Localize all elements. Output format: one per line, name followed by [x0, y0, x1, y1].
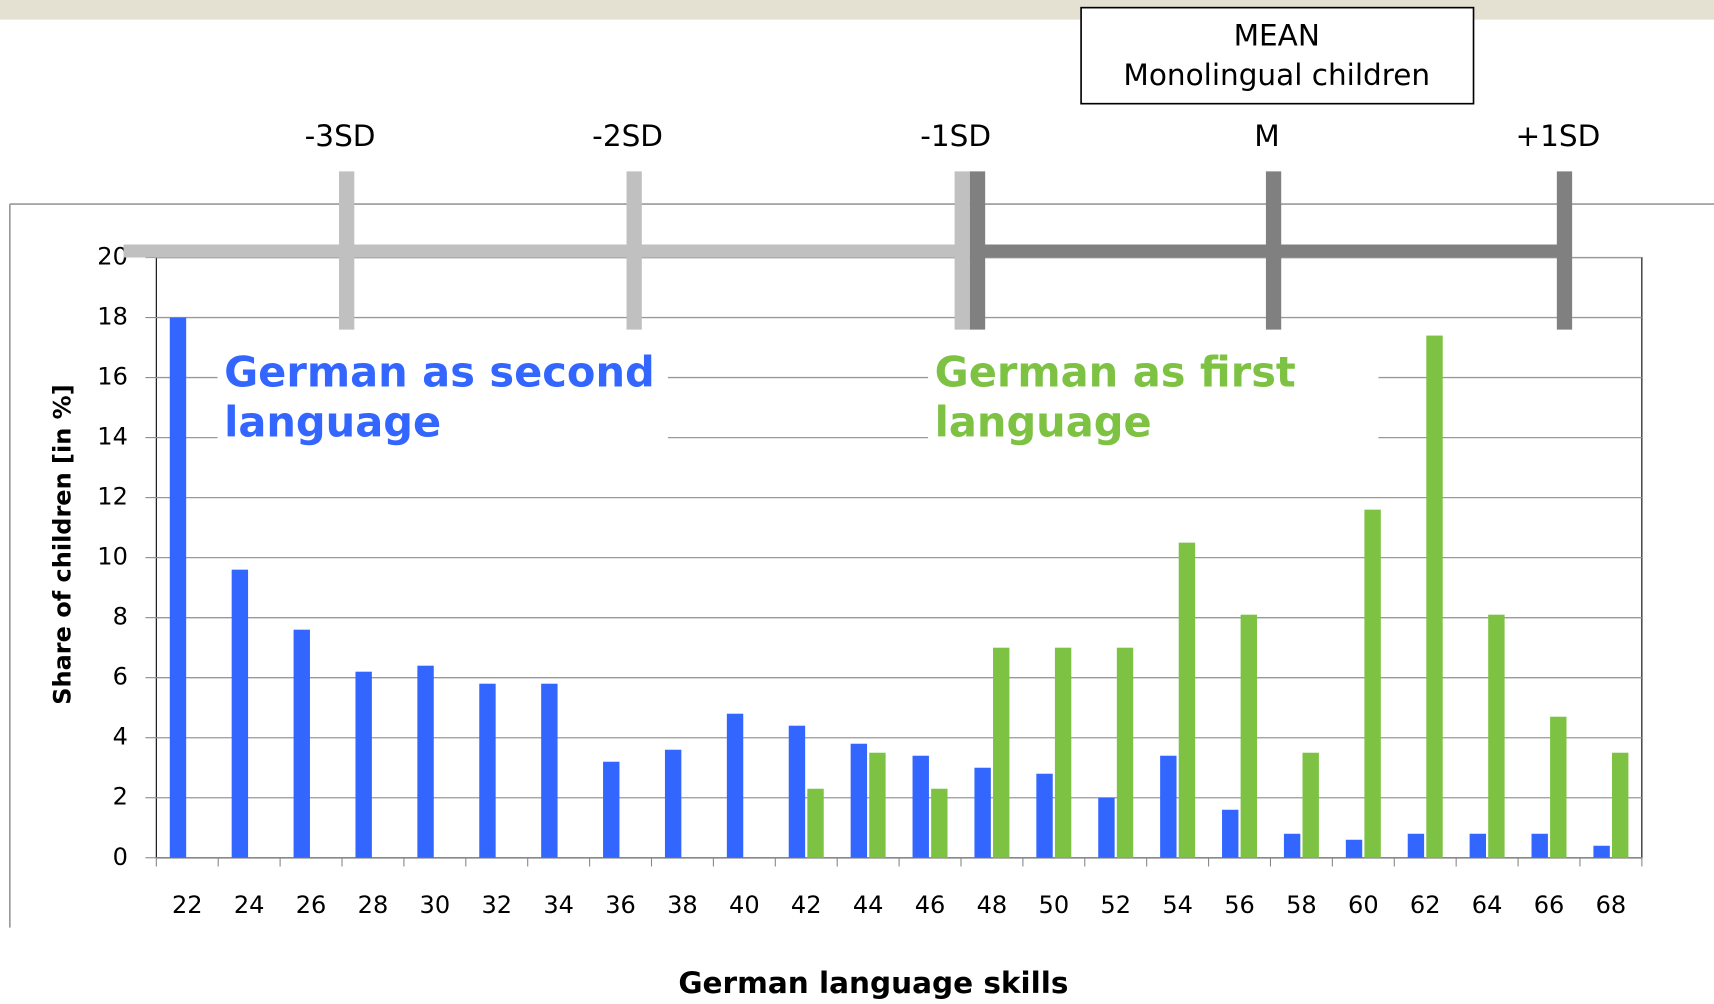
- bar: [417, 665, 434, 858]
- bar: [1098, 797, 1115, 858]
- y-tick-label: 20: [97, 243, 128, 271]
- y-tick-label: 4: [113, 723, 128, 751]
- bar: [1283, 833, 1301, 858]
- y-axis-label: Share of children [in %]: [48, 384, 76, 704]
- bar: [1160, 755, 1177, 858]
- y-tick-label: 2: [113, 783, 128, 811]
- sd-label: +1SD: [1515, 119, 1600, 153]
- x-tick-label: 30: [420, 891, 451, 919]
- bar: [1240, 614, 1258, 858]
- x-tick-label: 54: [1162, 891, 1193, 919]
- y-tick-label: 10: [97, 543, 128, 571]
- y-tick-label: 12: [97, 483, 128, 511]
- bar: [1488, 614, 1505, 858]
- bar: [1222, 809, 1239, 858]
- bar: [603, 761, 620, 858]
- y-tick-label: 8: [113, 603, 128, 631]
- x-tick-label: 58: [1286, 891, 1317, 919]
- x-tick-label: 48: [977, 891, 1008, 919]
- x-tick-label: 32: [481, 891, 512, 919]
- x-tick-label: 26: [296, 891, 327, 919]
- bar: [1550, 716, 1567, 858]
- bar: [869, 752, 886, 858]
- x-tick-label: 46: [915, 891, 946, 919]
- sd-label: M: [1254, 119, 1279, 153]
- bar: [1611, 752, 1629, 858]
- x-tick-label: 64: [1472, 891, 1503, 919]
- x-tick-label: 52: [1100, 891, 1131, 919]
- bar: [1302, 752, 1319, 858]
- x-tick-label: 50: [1039, 891, 1070, 919]
- x-tick-label: 60: [1348, 891, 1379, 919]
- bar: [1116, 647, 1134, 858]
- series-label-box: German as first language: [928, 347, 1379, 448]
- bar: [912, 755, 929, 858]
- bar: [1178, 542, 1196, 858]
- bar: [479, 683, 496, 858]
- bar: [1036, 773, 1053, 858]
- y-tick-label: 16: [97, 363, 128, 391]
- bar: [169, 317, 187, 858]
- mean-box-text: Monolingual children: [1123, 58, 1430, 92]
- x-tick-label: 24: [234, 891, 265, 919]
- mean-box-text: MEAN: [1234, 19, 1320, 53]
- x-tick-label: 40: [729, 891, 760, 919]
- bar: [1593, 845, 1610, 858]
- x-tick-label: 44: [853, 891, 884, 919]
- sd-label: -1SD: [920, 119, 991, 153]
- series-label: German as second language: [217, 347, 668, 448]
- bar: [974, 767, 991, 858]
- bar: [1054, 647, 1072, 858]
- bar: [788, 725, 806, 858]
- bar: [231, 569, 249, 858]
- x-tick-label: 42: [791, 891, 822, 919]
- y-tick-label: 14: [97, 423, 128, 451]
- series-label: German as first language: [928, 347, 1379, 448]
- bar: [1345, 839, 1363, 858]
- bar: [541, 683, 558, 858]
- bar: [1469, 833, 1487, 858]
- y-tick-label: 18: [97, 303, 128, 331]
- mean-box: [1080, 6, 1475, 105]
- bar: [726, 713, 744, 858]
- sd-label: -3SD: [305, 119, 376, 153]
- x-tick-label: 68: [1596, 891, 1627, 919]
- bar: [1531, 833, 1548, 858]
- y-tick-label: 0: [113, 843, 128, 871]
- bar: [355, 671, 372, 858]
- x-tick-label: 66: [1534, 891, 1565, 919]
- x-tick-label: 22: [172, 891, 203, 919]
- x-tick-label: 36: [605, 891, 636, 919]
- bar: [850, 743, 868, 858]
- bar: [1407, 833, 1425, 858]
- x-tick-label: 38: [667, 891, 698, 919]
- bar: [1364, 509, 1381, 858]
- x-tick-label: 56: [1224, 891, 1255, 919]
- y-tick-label: 6: [113, 663, 128, 691]
- bar: [931, 788, 948, 858]
- bar: [1426, 335, 1443, 858]
- bar: [664, 749, 682, 858]
- x-tick-label: 28: [358, 891, 389, 919]
- bar: [807, 788, 824, 858]
- sd-label: -2SD: [592, 119, 663, 153]
- bar: [993, 647, 1010, 858]
- series-label-box: German as second language: [217, 347, 668, 448]
- bar: [293, 629, 310, 858]
- x-tick-label: 34: [543, 891, 574, 919]
- x-axis-label: German language skills: [678, 966, 1068, 1000]
- x-tick-label: 62: [1410, 891, 1441, 919]
